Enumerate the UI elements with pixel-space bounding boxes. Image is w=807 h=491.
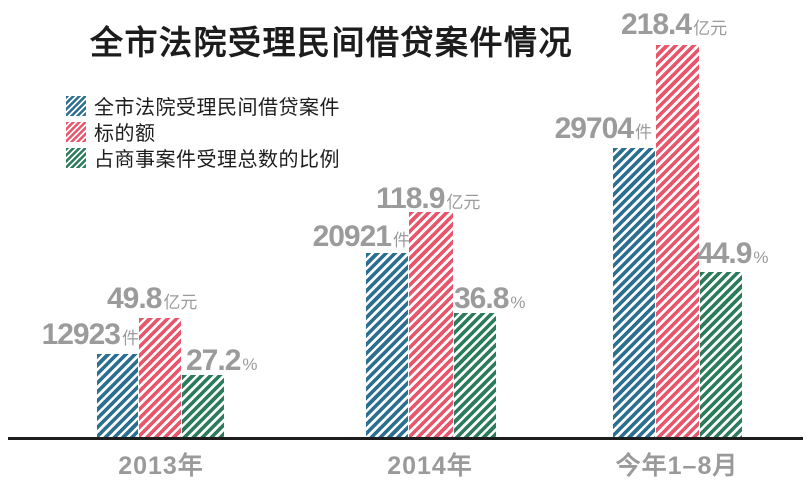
value-unit: 件	[635, 123, 652, 142]
bar-amount-2013	[139, 318, 181, 437]
legend-label-ratio: 占商事案件受理总数的比例	[94, 149, 340, 171]
bar-ratio-2014	[454, 313, 496, 437]
bar-ratio-2013	[182, 375, 224, 437]
value-number: 29704	[554, 112, 634, 145]
chart-title: 全市法院受理民间借贷案件情况	[90, 24, 573, 61]
value-ratio-ytd: 44.9%	[697, 239, 769, 269]
value-unit: 亿元	[693, 19, 728, 38]
bar-ratio-ytd	[700, 272, 742, 437]
value-number: 49.8	[107, 282, 162, 315]
value-number: 20921	[312, 220, 392, 253]
value-ratio-2014: 36.8%	[454, 284, 526, 314]
legend-label-cases: 全市法院受理民间借贷案件	[94, 97, 340, 119]
legend-item-ratio: 占商事案件受理总数的比例	[66, 147, 340, 171]
value-amount-ytd: 218.4 亿元	[621, 10, 727, 40]
value-cases-ytd: 29704 件	[555, 114, 652, 144]
value-amount-2013: 49.8 亿元	[107, 284, 197, 314]
legend-swatch-ratio	[66, 147, 86, 168]
value-number: 44.9	[697, 237, 752, 270]
value-unit: %	[510, 293, 526, 312]
bar-amount-2014	[409, 212, 453, 437]
category-label-2014: 2014年	[387, 452, 473, 480]
value-unit: 亿元	[446, 193, 481, 212]
bar-cases-2014	[366, 253, 408, 437]
category-label-ytd: 今年1–8月	[615, 452, 739, 480]
bar-cases-2013	[97, 354, 138, 437]
x-axis-line	[8, 437, 803, 440]
legend-item-cases: 全市法院受理民间借贷案件	[66, 95, 340, 119]
value-number: 27.2	[186, 344, 241, 377]
value-unit: 件	[393, 231, 410, 250]
legend-swatch-amount	[66, 121, 86, 142]
value-unit: %	[242, 355, 258, 374]
value-cases-2013: 12923 件	[42, 320, 139, 350]
value-number: 12923	[41, 318, 121, 351]
value-number: 36.8	[454, 282, 509, 315]
bar-cases-ytd	[613, 148, 655, 437]
legend-label-amount: 标的额	[94, 123, 156, 145]
category-label-2013: 2013年	[118, 452, 204, 480]
value-number: 118.9	[376, 182, 445, 215]
bar-amount-ytd	[656, 45, 699, 437]
value-unit: %	[753, 248, 769, 267]
value-amount-2014: 118.9 亿元	[376, 184, 480, 214]
value-number: 218.4	[621, 8, 692, 41]
legend: 全市法院受理民间借贷案件 标的额 占商事案件受理总数的比例	[66, 95, 340, 173]
legend-item-amount: 标的额	[66, 121, 340, 145]
legend-swatch-cases	[66, 95, 86, 116]
value-unit: 亿元	[163, 293, 198, 312]
value-unit: 件	[122, 329, 139, 348]
value-cases-2014: 20921 件	[313, 222, 410, 252]
value-ratio-2013: 27.2%	[186, 346, 258, 376]
